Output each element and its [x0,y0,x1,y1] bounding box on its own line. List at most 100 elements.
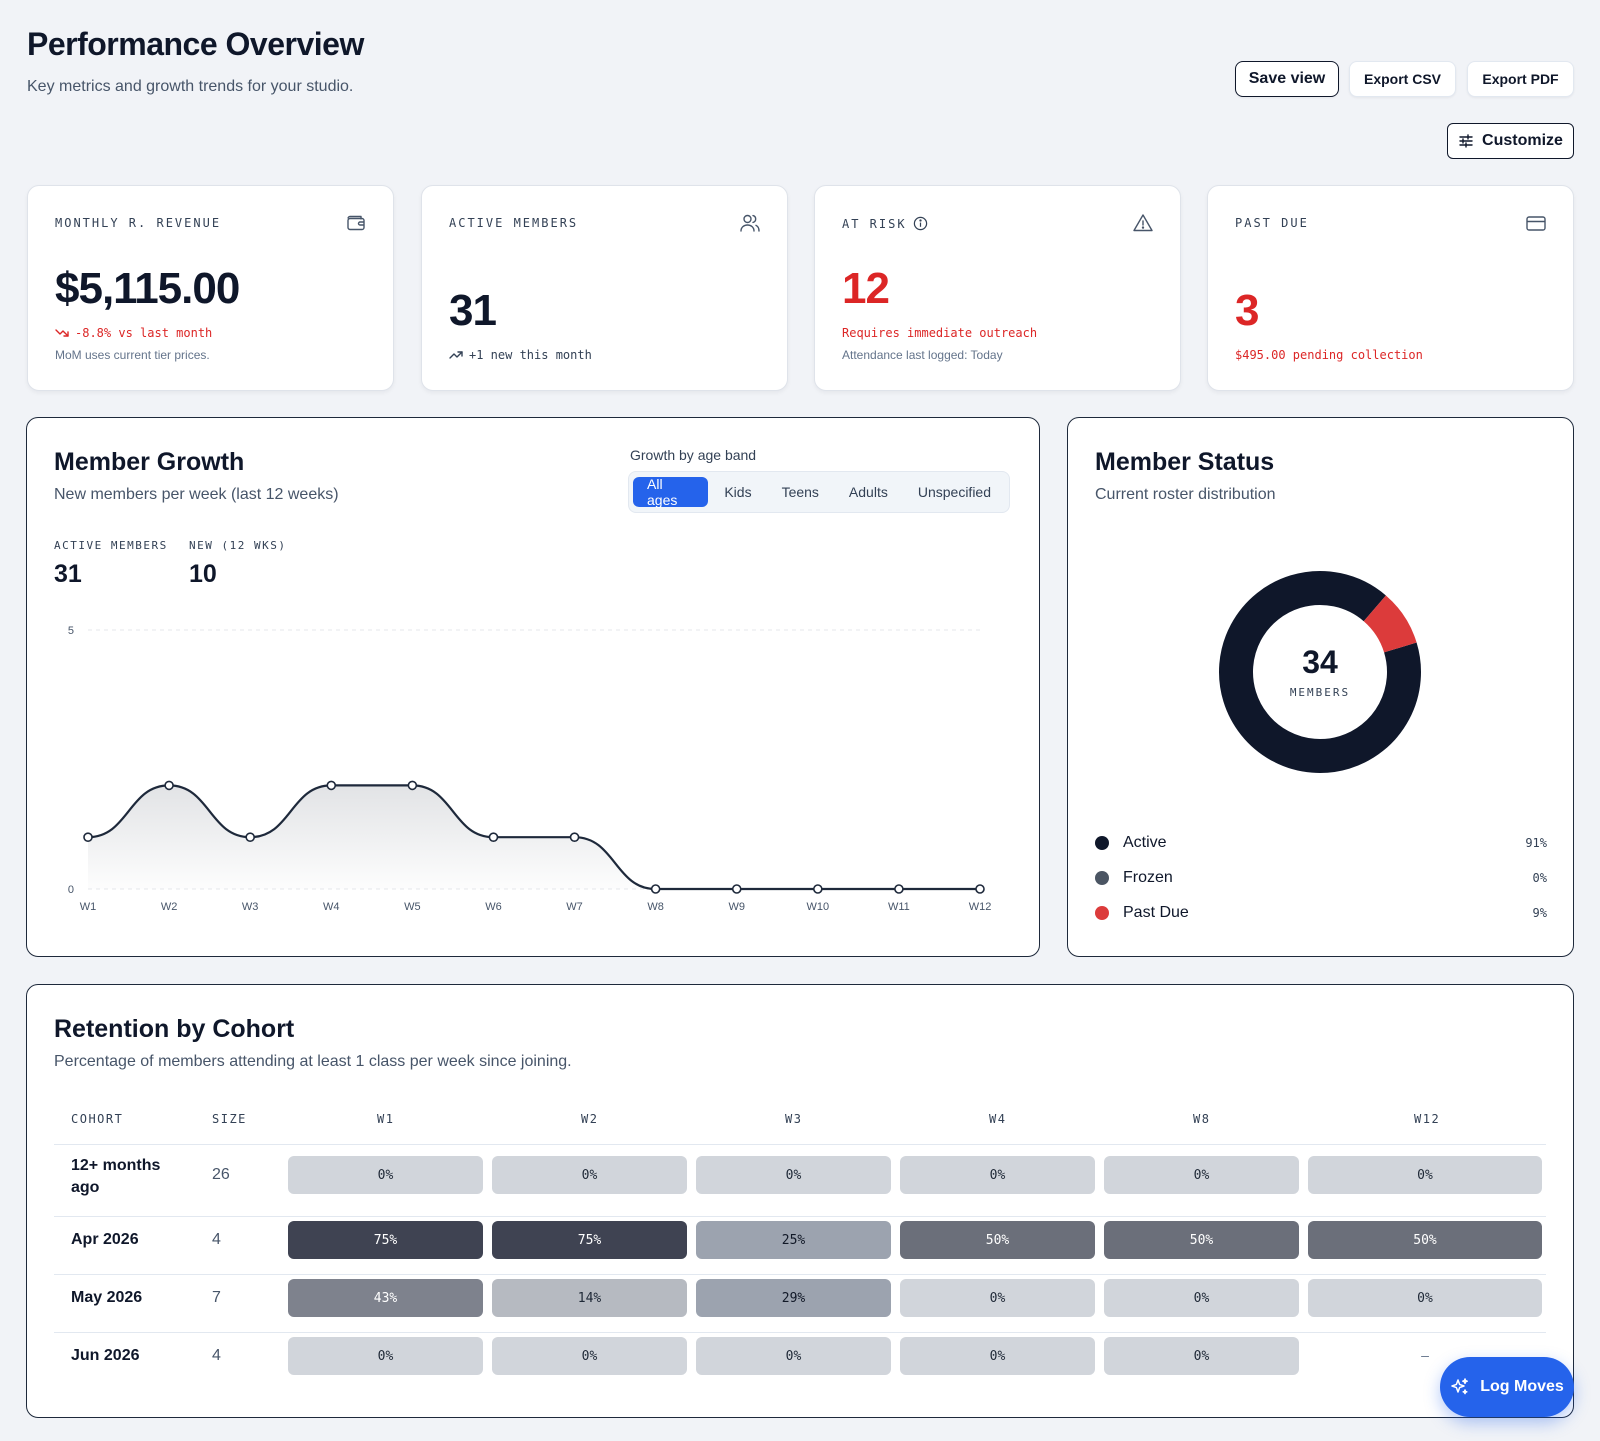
band-tab-kids[interactable]: Kids [724,484,752,500]
divider [54,1144,1546,1145]
band-tab-unspecified[interactable]: Unspecified [917,484,991,500]
age-band-selector: All ages Kids Teens Adults Unspecified [628,471,1010,513]
kpi-card-at-risk: AT RISK 12 Requires immediate outreach A… [814,185,1181,391]
kpi-value: 31 [449,286,497,335]
retention-cell: 0% [288,1337,483,1375]
col-header-w3: W3 [785,1112,803,1126]
panel-subtitle: New members per week (last 12 weeks) [54,486,339,503]
y-tick-label: 5 [68,625,74,637]
kpi-note: Attendance last logged: Today [842,348,1003,362]
growth-chart: 0 5 W1 W2 W3 W4 W5 W6 W7 W8 W9 W10 W11 W12 [68,625,991,913]
cohort-name: Jun 2026 [71,1347,140,1364]
log-moves-button[interactable]: Log Moves [1440,1357,1574,1417]
x-tick-label: W3 [242,901,259,913]
x-tick-label: W9 [728,901,745,913]
retention-cell: 0% [900,1156,1095,1194]
x-tick-label: W11 [888,901,910,913]
retention-cell: 75% [492,1221,687,1259]
retention-cell: 50% [1308,1221,1542,1259]
save-view-button[interactable]: Save view [1235,61,1339,97]
x-tick-label: W2 [161,901,178,913]
retention-cell: 0% [900,1279,1095,1317]
retention-cell: 29% [696,1279,891,1317]
retention-cell: 43% [288,1279,483,1317]
trend-up-icon [449,351,463,359]
legend-dot [1095,906,1109,920]
data-point [488,832,499,843]
col-header-size: SIZE [212,1112,247,1126]
kpi-card-active-members: ACTIVE MEMBERS 31 +1 new this month [421,185,788,391]
users-icon [740,214,760,232]
wallet-icon [347,215,365,231]
retention-cell: 75% [288,1221,483,1259]
retention-cell: 0% [288,1156,483,1194]
cohort-name: Apr 2026 [71,1231,139,1248]
x-tick-label: W7 [566,901,583,913]
kpi-value: 3 [1235,286,1260,335]
member-growth-panel: Member Growth New members per week (last… [26,417,1040,957]
sparkles-icon [1451,1378,1469,1395]
legend-item-frozen: Frozen 0% [1095,866,1547,890]
customize-label: Customize [1482,132,1563,149]
col-header-cohort: COHORT [71,1112,124,1126]
x-tick-label: W5 [404,901,421,913]
retention-cell: 0% [696,1156,891,1194]
retention-cell: 50% [900,1221,1095,1259]
export-pdf-button[interactable]: Export PDF [1467,61,1574,97]
cohort-size: 26 [212,1166,230,1183]
data-point [569,832,580,843]
info-icon[interactable] [913,216,928,231]
panel-subtitle: Percentage of members attending at least… [54,1053,572,1070]
member-status-panel: Member Status Current roster distributio… [1067,417,1574,957]
retention-cell: – [1421,1348,1429,1364]
retention-cell: 14% [492,1279,687,1317]
donut-total-label: MEMBERS [1289,686,1351,699]
kpi-label: ACTIVE MEMBERS [449,216,579,230]
export-csv-button[interactable]: Export CSV [1349,61,1456,97]
retention-panel: Retention by Cohort Percentage of member… [26,984,1574,1418]
kpi-value: $5,115.00 [55,264,240,313]
col-header-w12: W12 [1414,1112,1441,1126]
kpi-label: PAST DUE [1235,216,1309,230]
legend-dot [1095,836,1109,850]
retention-cell: 0% [900,1337,1095,1375]
customize-button[interactable]: Customize [1447,123,1574,159]
kpi-alert: Requires immediate outreach [842,326,1038,340]
panel-title: Member Status [1095,448,1275,476]
x-tick-label: W6 [485,901,502,913]
retention-cell: 0% [1104,1156,1299,1194]
col-header-w2: W2 [581,1112,599,1126]
page-subtitle: Key metrics and growth trends for your s… [27,78,354,95]
data-point [650,884,661,894]
stat-label-new: NEW (12 WKS) [189,539,287,552]
retention-cell: 0% [1104,1337,1299,1375]
y-tick-label: 0 [68,884,74,896]
kpi-label: AT RISK [842,216,928,231]
band-tab-all-ages[interactable]: All ages [633,476,709,508]
stat-value-active: 31 [54,560,82,588]
data-point [164,780,174,791]
retention-cell: 0% [492,1156,687,1194]
page-title: Performance Overview [27,26,364,62]
kpi-card-past-due: PAST DUE 3 $495.00 pending collection [1207,185,1574,391]
retention-cell: 0% [1104,1279,1299,1317]
x-tick-label: W1 [80,901,97,913]
trend-down-icon [55,329,69,337]
legend-item-active: Active 91% [1095,831,1547,855]
panel-title: Retention by Cohort [54,1015,295,1043]
cohort-name: May 2026 [71,1289,143,1306]
legend-item-past-due: Past Due 9% [1095,901,1547,925]
retention-cell: 0% [492,1337,687,1375]
retention-cell: 0% [1308,1156,1542,1194]
cohort-size: 7 [212,1289,221,1306]
band-tab-adults[interactable]: Adults [848,484,888,500]
kpi-note: MoM uses current tier prices. [55,348,210,362]
cohort-size: 4 [212,1231,221,1248]
divider [54,1216,1546,1217]
retention-cell: 0% [696,1337,891,1375]
x-tick-label: W8 [647,901,664,913]
x-tick-label: W4 [323,901,340,913]
band-tab-teens[interactable]: Teens [781,484,819,500]
data-point [245,832,255,843]
sliders-icon [1459,134,1473,148]
